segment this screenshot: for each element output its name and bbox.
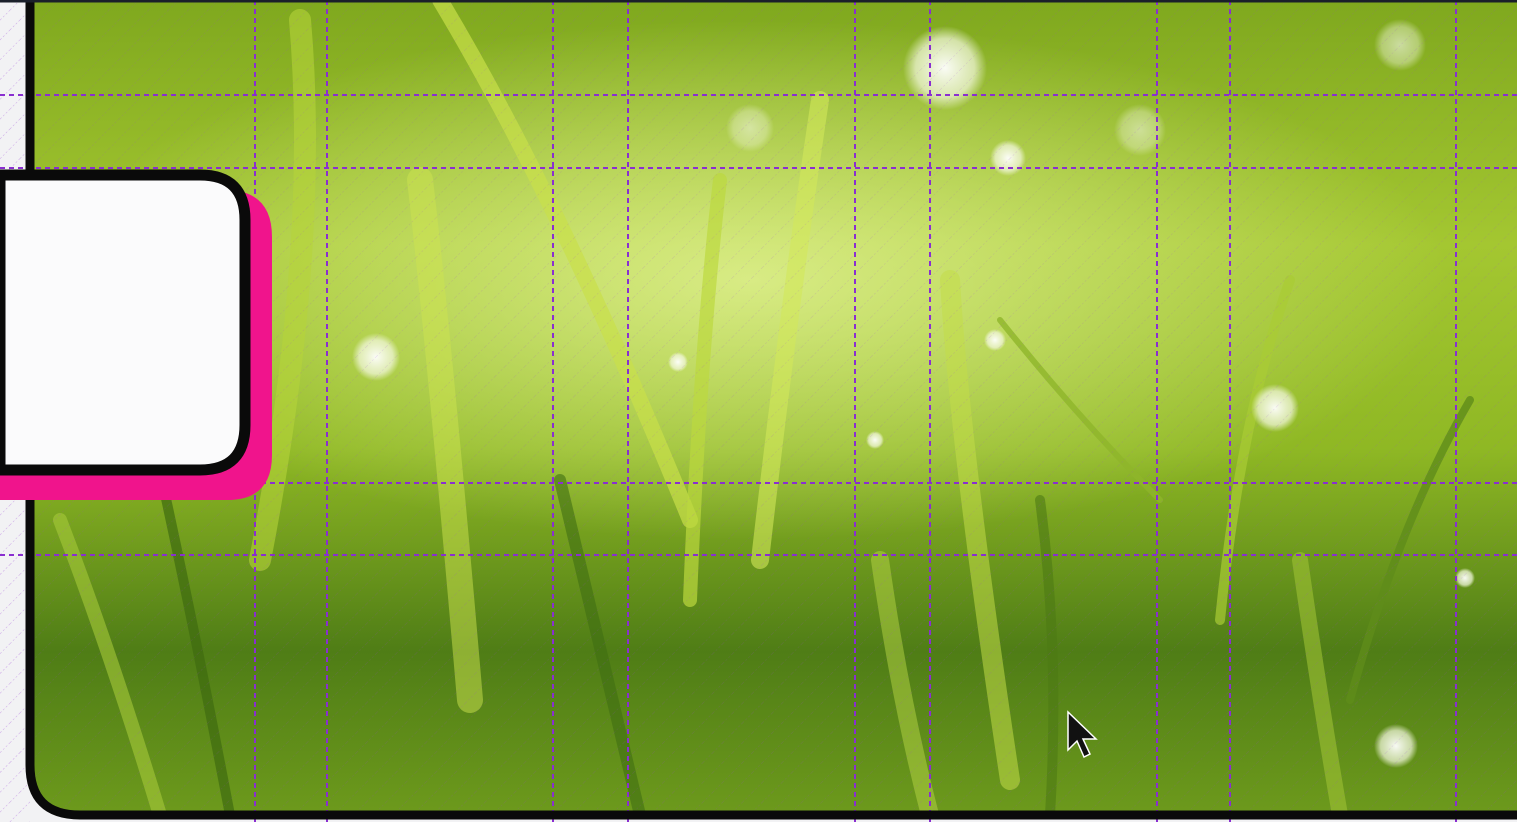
image-frame [25, 0, 1517, 820]
hatch-overlay [30, 0, 1517, 815]
mouse-cursor [1067, 710, 1098, 759]
card[interactable] [0, 169, 251, 476]
